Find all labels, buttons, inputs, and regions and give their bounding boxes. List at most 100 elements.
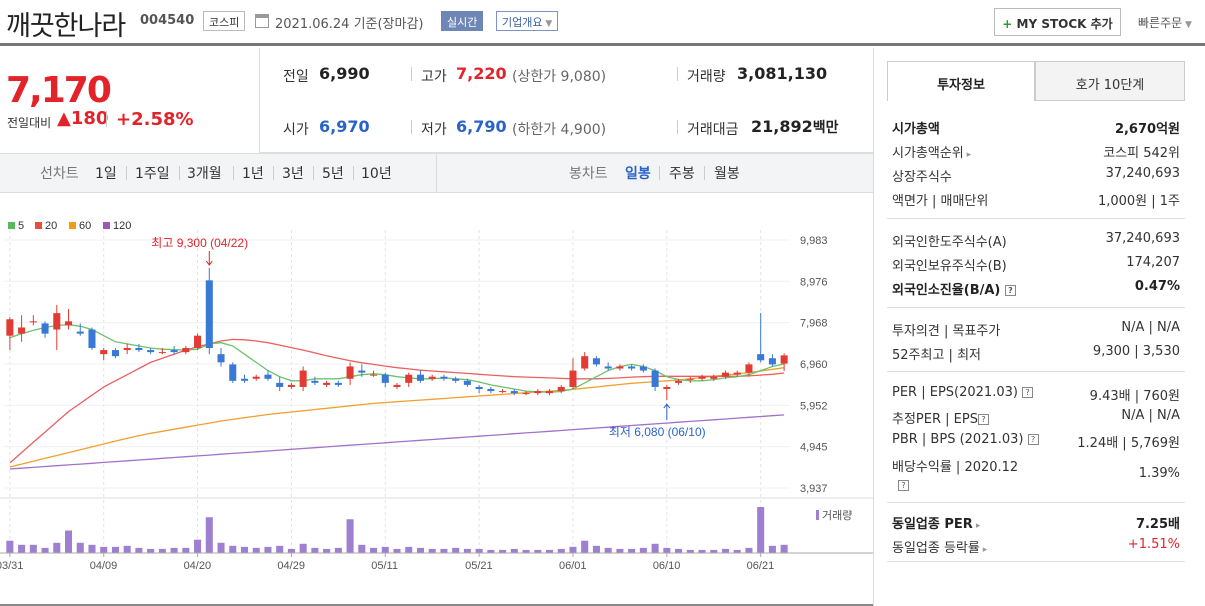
market-cap-rank-row[interactable]: 시가총액순위 ▸ 코스피 542위	[892, 142, 1180, 161]
candle-body	[721, 372, 729, 377]
volume-bar	[416, 547, 424, 553]
stock-code: 004540	[140, 13, 195, 28]
legend-swatch	[103, 222, 110, 229]
help-icon[interactable]: ?	[1022, 387, 1034, 398]
help-icon[interactable]: ?	[1004, 285, 1016, 296]
pbr-row: PBR | BPS (2021.03) ? 1.24배 | 5,769원	[892, 432, 1180, 451]
line-chart-label[interactable]: 선차트	[40, 166, 79, 182]
candle-body	[311, 380, 319, 383]
amount-value: 21,892백만	[751, 117, 839, 137]
tab-5year[interactable]: 5년	[322, 166, 344, 182]
volume-bar	[229, 545, 237, 553]
volume-bar	[698, 549, 706, 553]
foreign-limit-value: 37,240,693	[1105, 231, 1180, 246]
add-mystock-button[interactable]: + MY STOCK 추가	[994, 8, 1121, 36]
tab-1week[interactable]: 1주일	[135, 166, 170, 182]
52week-row: 52주최고 | 최저 9,300 | 3,530	[892, 344, 1180, 363]
amount-number: 21,892	[751, 117, 813, 136]
volume-bar	[76, 542, 84, 553]
legend-label: 60	[79, 220, 91, 232]
dividend-label: 배당수익률 | 2020.12	[892, 460, 1019, 475]
realtime-button[interactable]: 실시간	[441, 11, 484, 31]
candle-body	[29, 321, 37, 323]
candle-chart-label[interactable]: 봉차트	[569, 166, 608, 182]
volume-bar	[569, 546, 577, 553]
volume-bar	[592, 545, 600, 553]
help-icon[interactable]: ?	[1027, 434, 1039, 445]
legend-swatch	[8, 222, 15, 229]
tab-daily[interactable]: 일봉	[625, 166, 651, 182]
candle-body	[604, 366, 612, 369]
help-icon[interactable]: ?	[898, 478, 909, 493]
candle-body	[534, 391, 542, 394]
volume-bar	[123, 545, 131, 553]
market-cap-rank-label: 시가총액순위 ▸	[892, 146, 972, 161]
volume-bar	[534, 549, 542, 553]
tab-3month[interactable]: 3개월	[187, 166, 222, 182]
tab-1day[interactable]: 1일	[95, 166, 117, 182]
volume-bar	[686, 549, 694, 553]
tab-10year[interactable]: 10년	[361, 166, 392, 182]
candle-body	[194, 335, 202, 349]
volume-bar	[381, 546, 389, 553]
candle-body	[545, 391, 554, 394]
low-label: 저가	[421, 122, 447, 138]
chevron-right-icon: ▸	[979, 545, 988, 555]
sector-change-row[interactable]: 동일업종 등락률 ▸ +1.51%	[892, 537, 1180, 556]
shares-row: 상장주식수 37,240,693	[892, 166, 1180, 185]
dividend-value: 1.39%	[1138, 466, 1180, 481]
foreign-limit-label: 외국인한도주식수(A)	[892, 235, 1007, 250]
volume-bar	[733, 549, 741, 553]
candle-body	[475, 386, 483, 390]
candle-body	[780, 355, 788, 364]
tab-3year[interactable]: 3년	[282, 166, 304, 182]
candle-body	[111, 350, 119, 357]
ma5-line	[9, 323, 785, 393]
x-tick-label: 05/11	[371, 560, 398, 572]
per-value: 9.43배 | 760원	[1089, 389, 1180, 404]
divider	[887, 371, 1185, 372]
divider	[677, 67, 678, 81]
volume-bar	[205, 517, 213, 553]
foreign-hold-label: 외국인보유주식수(B)	[892, 259, 1007, 274]
price-chart[interactable]: 5 20 60 120 9,983 8,976 7,968 6,960 5,952 4,945 3,…	[0, 195, 873, 606]
tab-1year[interactable]: 1년	[242, 166, 264, 182]
volume-bar	[780, 544, 788, 553]
divider	[436, 154, 437, 193]
volume-value: 3,081,130	[737, 64, 828, 83]
x-tick-label: 04/09	[90, 560, 118, 572]
volume-bar	[499, 549, 507, 553]
candle-body	[18, 327, 26, 334]
volume-bar	[522, 549, 530, 553]
candle-body	[628, 366, 636, 369]
volume-bar	[323, 548, 331, 553]
volume-bar	[651, 543, 659, 553]
sector-per-row[interactable]: 동일업종 PER ▸ 7.25배	[892, 513, 1180, 532]
tab-monthly[interactable]: 월봉	[714, 166, 740, 182]
tab-hoga-10[interactable]: 호가 10단계	[1035, 61, 1185, 101]
quick-order-dropdown[interactable]: 빠른주문 ▼	[1138, 14, 1192, 31]
volume-bar	[463, 548, 471, 553]
x-tick-label: 05/21	[465, 560, 493, 572]
lower-limit: (하한가 4,900)	[512, 122, 607, 138]
volume-bar	[487, 549, 495, 553]
candle-body	[381, 374, 389, 383]
volume-bar	[745, 547, 753, 553]
change-label: 전일대비	[7, 116, 52, 130]
volume-bar	[721, 548, 729, 553]
foreign-ratio-row: 외국인소진율(B/A) ? 0.47%	[892, 279, 1180, 298]
tab-weekly[interactable]: 주봉	[669, 166, 695, 182]
candle-body	[416, 374, 424, 381]
quote-grid	[260, 48, 873, 153]
divider	[126, 166, 127, 180]
high-annotation: 최고 9,300 (04/22)	[151, 236, 248, 250]
help-icon[interactable]: ?	[977, 414, 989, 425]
tab-investment-info[interactable]: 투자정보	[887, 61, 1035, 101]
company-overview-dropdown[interactable]: 기업개요 ▼	[496, 11, 559, 31]
x-tick-label: 06/21	[747, 560, 775, 572]
opinion-row: 투자의견 | 목표주가 N/A | N/A	[892, 320, 1180, 339]
candle-body	[88, 329, 96, 349]
y-tick-label: 9,983	[800, 235, 828, 247]
divider	[106, 111, 107, 127]
high-label: 고가	[421, 69, 447, 85]
